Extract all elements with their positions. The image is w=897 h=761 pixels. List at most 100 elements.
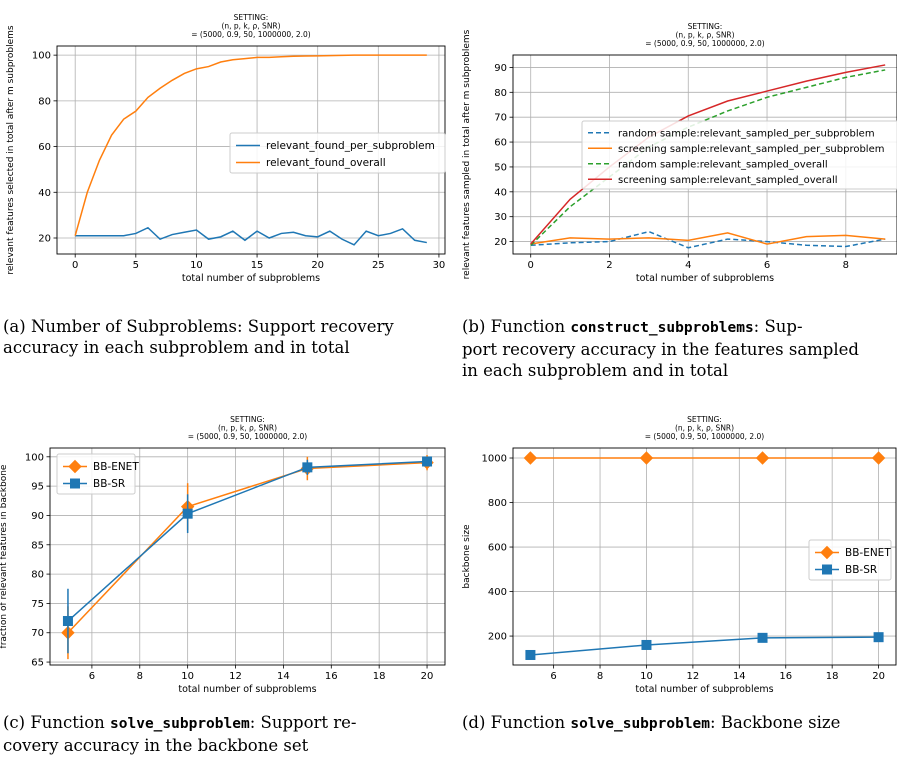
legend: BB-ENET BB-SR: [56, 453, 139, 495]
x-tick-label: 6: [764, 260, 770, 271]
legend: random sample:relevant_sampled_per_subpr…: [581, 120, 897, 190]
series-relevant_found_per_subproblem: [75, 226, 427, 246]
series-BB-SR: [525, 632, 884, 660]
data-point: [525, 649, 536, 660]
legend-marker: [820, 545, 834, 560]
x-tick-label: 10: [181, 671, 194, 682]
y-tick-label: 50: [494, 162, 507, 173]
y-axis-label: fraction of relevant features in backbon…: [0, 464, 9, 648]
plot-frame: [512, 447, 897, 666]
y-tick-label: 85: [31, 540, 44, 551]
caption-b: (b) Function construct_subproblems: Sup-…: [462, 316, 897, 381]
x-tick-label: 30: [433, 260, 446, 271]
y-axis-label: relevant features selected in total afte…: [6, 25, 16, 275]
x-tick-label: 12: [229, 671, 242, 682]
data-point: [873, 632, 884, 643]
caption-d-code: solve_subproblem: [570, 716, 711, 732]
series-line: [67, 460, 428, 622]
caption-c: (c) Function solve_subproblem: Support r…: [3, 712, 461, 756]
series-line: [530, 69, 886, 246]
y-tick-label: 70: [494, 113, 507, 124]
caption-b-line1: (b) Function construct_subproblems: Sup-: [462, 316, 897, 339]
chart-title-line: = (5000, 0.9, 50, 1000000, 2.0): [188, 432, 308, 441]
y-tick-label: 90: [494, 63, 507, 74]
y-tick-label: 75: [31, 599, 44, 610]
x-axis-label: total number of subproblems: [636, 273, 774, 284]
y-tick-label: 70: [31, 628, 44, 639]
chart-title-line: (n, p, k, ρ, SNR): [221, 22, 280, 31]
legend-label: screening sample:relevant_sampled_per_su…: [618, 144, 884, 155]
x-tick-label: 16: [325, 671, 338, 682]
y-tick-label: 40: [38, 188, 51, 199]
data-point: [302, 462, 313, 473]
y-tick-label: 20: [494, 237, 507, 248]
legend-label: BB-SR: [93, 478, 125, 490]
chart-title-line: = (5000, 0.9, 50, 1000000, 2.0): [645, 432, 765, 441]
caption-c-suffix: : Support re-: [249, 713, 357, 732]
series-line: [530, 636, 879, 656]
legend-label: BB-ENET: [93, 461, 139, 473]
series-line: [67, 461, 428, 634]
data-point: [755, 451, 770, 465]
x-tick-label: 8: [843, 260, 849, 271]
y-tick-label: 100: [25, 452, 44, 463]
series-relevant_found_overall: [74, 54, 427, 236]
caption-b-prefix: (b) Function: [462, 317, 571, 336]
y-tick-label: 30: [494, 212, 507, 223]
y-tick-label: 80: [494, 88, 507, 99]
data-point: [871, 451, 886, 465]
series-BB-ENET: [523, 451, 886, 465]
y-tick-label: 95: [31, 482, 44, 493]
x-tick-label: 16: [779, 671, 792, 682]
series-line: [75, 226, 427, 246]
legend: BB-ENET BB-SR: [808, 539, 892, 581]
x-tick-label: 5: [133, 260, 139, 271]
legend-label: screening sample:relevant_sampled_overal…: [618, 175, 838, 186]
caption-c-line1: (c) Function solve_subproblem: Support r…: [3, 712, 461, 735]
y-tick-label: 60: [494, 138, 507, 149]
caption-a-line1: (a) Number of Subproblems: Support recov…: [3, 317, 394, 336]
x-tick-label: 20: [311, 260, 324, 271]
y-tick-label: 60: [38, 142, 51, 153]
chart-title-line: SETTING:: [688, 22, 723, 31]
y-tick-label: 20: [38, 234, 51, 245]
caption-a: (a) Number of Subproblems: Support recov…: [3, 316, 461, 358]
legend-label: relevant_found_overall: [266, 157, 386, 169]
x-tick-label: 6: [550, 671, 556, 682]
x-axis-label: total number of subproblems: [182, 273, 320, 284]
chart-a: SETTING:(n, p, k, ρ, SNR)= (5000, 0.9, 5…: [6, 13, 446, 284]
caption-d-line1: (d) Function solve_subproblem: Backbone …: [462, 712, 897, 735]
x-tick-label: 0: [528, 260, 534, 271]
chart-title-line: (n, p, k, ρ, SNR): [675, 424, 734, 433]
caption-c-line2: covery accuracy in the backbone set: [3, 736, 309, 755]
x-tick-label: 14: [733, 671, 746, 682]
legend-box: [581, 120, 897, 190]
caption-b-line2: port recovery accuracy in the features s…: [462, 340, 859, 359]
legend-marker: [822, 564, 832, 575]
y-tick-label: 800: [488, 498, 507, 509]
series-screening sample:relevant_sampled_per_subproblem: [530, 232, 886, 245]
legend-label: random sample:relevant_sampled_overall: [618, 159, 828, 170]
caption-d: (d) Function solve_subproblem: Backbone …: [462, 712, 897, 735]
x-tick-label: 20: [421, 671, 434, 682]
y-axis-label: relevant features sampled in total after…: [462, 29, 472, 279]
chart-title-line: SETTING:: [234, 13, 269, 22]
caption-d-suffix: : Backbone size: [710, 713, 841, 732]
data-point: [62, 616, 73, 627]
series-line: [530, 232, 886, 245]
x-tick-label: 15: [251, 260, 264, 271]
chart-title-line: = (5000, 0.9, 50, 1000000, 2.0): [191, 30, 311, 39]
y-tick-label: 200: [488, 632, 507, 643]
x-axis-label: total number of subproblems: [178, 684, 316, 695]
caption-d-prefix: (d) Function: [462, 713, 571, 732]
y-tick-label: 40: [494, 187, 507, 198]
caption-c-prefix: (c) Function: [3, 713, 111, 732]
chart-title-line: SETTING:: [687, 415, 722, 424]
series-random sample:relevant_sampled_overall: [530, 69, 886, 246]
x-tick-label: 18: [826, 671, 839, 682]
chart-b: SETTING:(n, p, k, ρ, SNR)= (5000, 0.9, 5…: [462, 22, 897, 284]
y-tick-label: 100: [32, 51, 51, 62]
x-axis-label: total number of subproblems: [635, 684, 773, 695]
y-tick-label: 400: [488, 587, 507, 598]
legend-marker: [70, 478, 80, 489]
